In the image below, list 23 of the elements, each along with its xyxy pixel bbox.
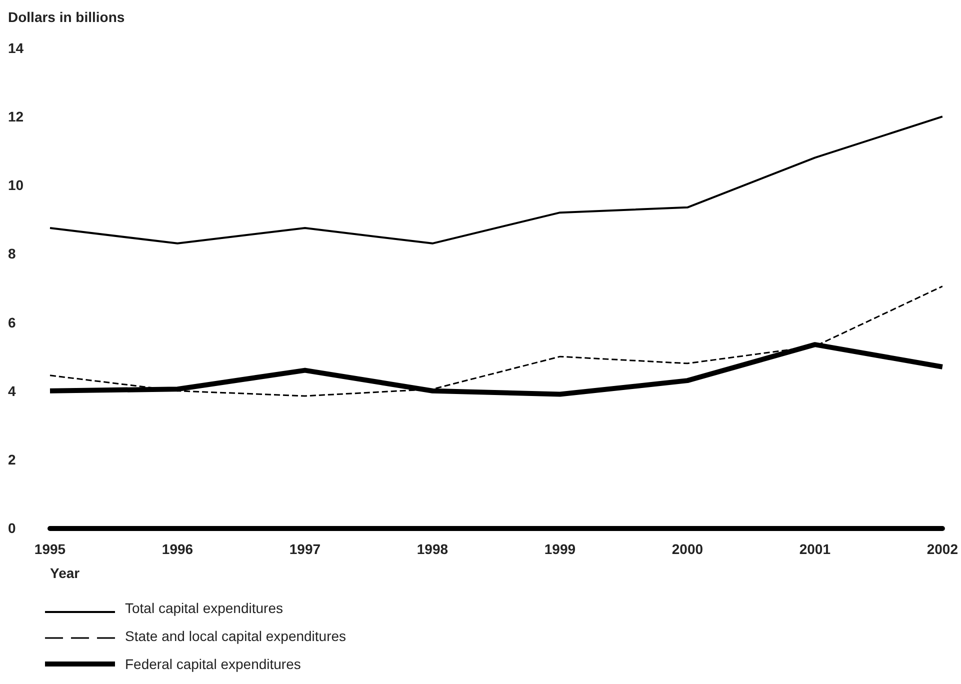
x-tick-label: 2002 <box>926 541 958 557</box>
line-series <box>49 116 944 244</box>
y-tick-label: 10 <box>8 177 24 194</box>
x-tick-label: 1999 <box>544 541 576 557</box>
y-tick-label: 4 <box>8 382 16 399</box>
x-tick-label: 1998 <box>416 541 448 557</box>
y-tick-label: 2 <box>8 451 16 468</box>
x-tick-label: 1996 <box>162 541 194 557</box>
y-tick-label: 12 <box>8 108 24 125</box>
y-tick-label: 14 <box>8 40 24 56</box>
y-tick-label: 6 <box>8 314 16 330</box>
legend-label: Federal capital expenditures <box>125 656 301 672</box>
legend-label: Total capital expenditures <box>125 600 283 616</box>
x-tick-label: 1995 <box>34 541 66 557</box>
x-tick-label: 1997 <box>289 541 321 557</box>
x-axis-title: Year <box>50 565 80 581</box>
line-series <box>49 286 944 397</box>
x-tick-label: 2001 <box>799 541 831 557</box>
x-tick-label: 2000 <box>672 541 704 557</box>
legend-label: State and local capital expenditures <box>125 628 346 644</box>
y-axis-title: Dollars in billions <box>8 9 125 25</box>
y-tick-label: 0 <box>8 520 16 536</box>
y-tick-label: 8 <box>8 246 16 262</box>
